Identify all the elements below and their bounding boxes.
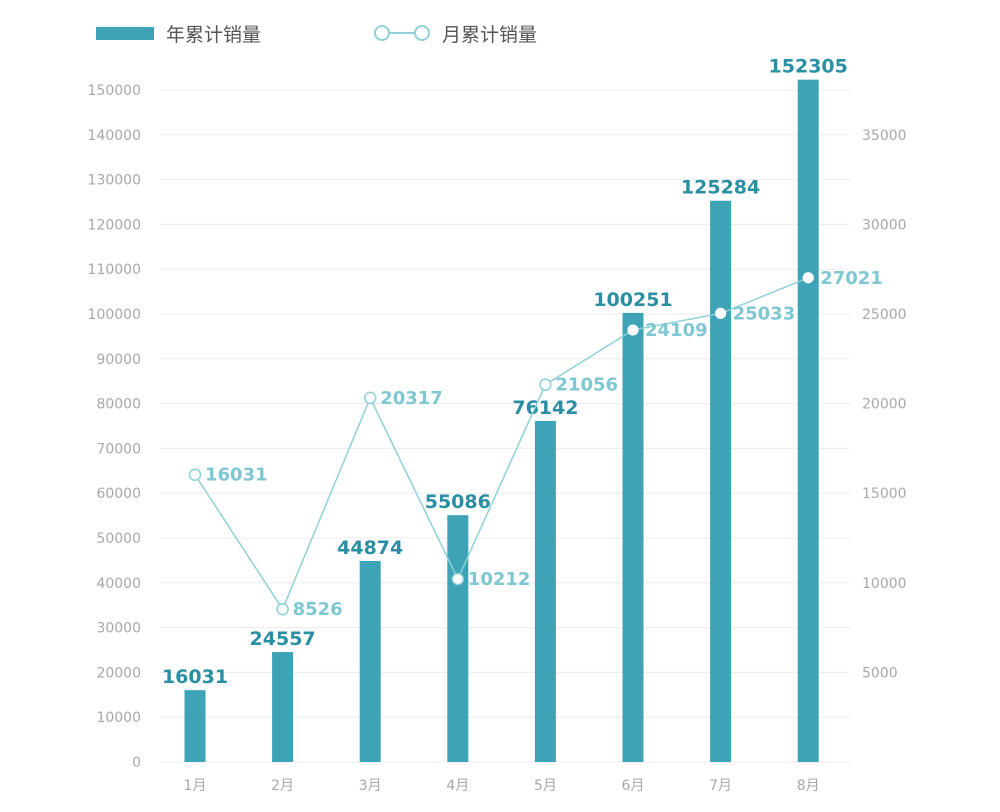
line-value-label: 27021 xyxy=(820,268,883,289)
legend-line: 月累计销量 xyxy=(372,18,537,48)
left-tick-label: 20000 xyxy=(96,665,141,681)
left-tick-label: 110000 xyxy=(88,262,141,278)
series-line xyxy=(194,277,809,611)
bar xyxy=(710,200,732,763)
right-tick-label: 25000 xyxy=(862,307,907,323)
left-tick-label: 10000 xyxy=(96,710,141,726)
right-tick-label: 15000 xyxy=(862,486,907,502)
legend-bar: 年累计销量 xyxy=(96,18,261,48)
bar xyxy=(359,560,381,762)
right-axis: 5000 10000 15000 20000 25000 30000 35000 xyxy=(862,128,907,682)
right-tick-label: 30000 xyxy=(862,217,907,233)
x-tick-label: 3月 xyxy=(359,778,382,794)
left-axis: 0 10000 20000 30000 40000 50000 60000 70000 8000… xyxy=(88,83,141,771)
legend-bar-label: 年累计销量 xyxy=(166,23,262,46)
right-tick-label: 20000 xyxy=(862,397,907,413)
line-point xyxy=(363,391,377,405)
line-value-label: 21056 xyxy=(555,375,618,396)
line-point-inner xyxy=(802,272,814,284)
left-tick-label: 80000 xyxy=(96,397,141,413)
bar-value-label: 44874 xyxy=(337,537,403,559)
line-point xyxy=(539,378,552,391)
x-tick-label: 1月 xyxy=(184,778,207,794)
x-tick-label: 8月 xyxy=(797,778,820,794)
line-series: 16031 8526 20317 10212 21056 24109 25033 27021 xyxy=(188,268,883,620)
left-tick-label: 40000 xyxy=(96,576,141,592)
left-tick-label: 70000 xyxy=(96,441,141,457)
x-tick-label: 6月 xyxy=(622,778,645,794)
bar xyxy=(272,651,294,762)
bar-value-label: 125284 xyxy=(681,177,760,199)
line-point xyxy=(188,468,202,481)
line-point xyxy=(451,572,465,586)
x-tick-label: 2月 xyxy=(271,778,294,794)
x-tick-label: 5月 xyxy=(534,778,557,794)
bar-series: 16031 24557 44874 55086 76142 100251 125284 152… xyxy=(162,56,848,763)
bar xyxy=(184,690,206,762)
x-tick-label: 4月 xyxy=(446,778,469,794)
line-value-label: 25033 xyxy=(733,303,796,324)
bar-value-label: 76142 xyxy=(512,397,578,419)
line-value-label: 24109 xyxy=(645,320,708,341)
left-tick-label: 0 xyxy=(132,755,141,771)
left-tick-label: 100000 xyxy=(88,307,141,323)
grid-lines xyxy=(160,89,850,763)
bar xyxy=(797,79,819,763)
line-point-inner xyxy=(715,307,727,319)
bar-value-label: 24557 xyxy=(250,628,316,650)
left-tick-label: 60000 xyxy=(96,486,141,502)
bar xyxy=(622,312,644,762)
legend-bar-swatch xyxy=(96,26,154,40)
left-tick-label: 150000 xyxy=(88,83,141,99)
left-tick-label: 90000 xyxy=(96,352,141,368)
line-point xyxy=(276,602,289,616)
bar xyxy=(447,515,469,762)
line-value-label: 10212 xyxy=(468,569,531,590)
right-tick-label: 5000 xyxy=(862,665,898,681)
right-tick-label: 10000 xyxy=(862,576,907,592)
line-point-inner xyxy=(627,324,639,336)
bar-value-label: 100251 xyxy=(593,289,672,311)
legend-line-swatch xyxy=(374,25,430,41)
left-tick-label: 30000 xyxy=(96,621,141,637)
bar xyxy=(534,420,556,762)
x-axis: 1月 2月 3月 4月 5月 6月 7月 8月 xyxy=(184,778,820,794)
bar-value-label: 152305 xyxy=(769,56,848,78)
line-value-label: 16031 xyxy=(205,465,268,486)
left-tick-label: 140000 xyxy=(88,128,141,144)
left-tick-label: 130000 xyxy=(88,173,141,189)
right-tick-label: 35000 xyxy=(862,128,907,144)
bar-value-label: 55086 xyxy=(425,491,491,513)
left-tick-label: 120000 xyxy=(88,217,141,233)
line-value-label: 8526 xyxy=(293,599,343,620)
x-tick-label: 7月 xyxy=(709,778,732,794)
line-value-label: 20317 xyxy=(380,388,443,409)
bar-value-label: 16031 xyxy=(162,666,228,688)
legend-line-label: 月累计销量 xyxy=(442,23,538,46)
left-tick-label: 50000 xyxy=(96,531,141,547)
